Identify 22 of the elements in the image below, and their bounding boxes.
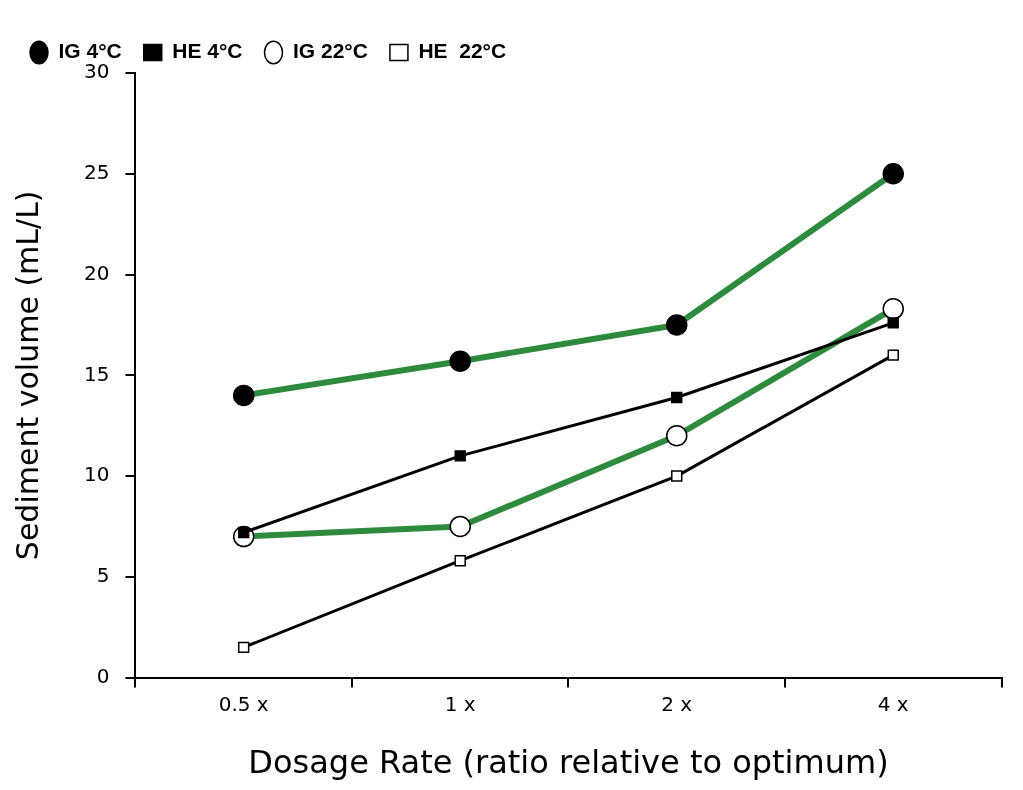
point [671,470,683,482]
point [454,450,466,462]
legend-label: HE 22°C [418,39,507,63]
y-axis-title: Sediment volume (mL/L) [9,190,45,561]
y-tick-label: 10 [84,462,110,487]
y-tick-label: 5 [96,563,110,588]
point [238,641,250,654]
x-tick-label: 2 x [661,691,693,716]
x-tick-label: 4 x [877,691,909,716]
y-tick-label: 0 [96,663,110,688]
point [454,555,466,567]
x-tick-label: 1 x [444,691,476,716]
point [887,317,899,329]
y-tick-label: 15 [84,361,110,386]
x-tick-label: 0.5 x [218,691,269,716]
y-tick-label: 20 [84,260,110,285]
y-tick-label: 25 [84,159,110,184]
point [671,391,683,404]
legend-label: HE 4°C [172,39,243,63]
x-axis-title: Dosage Rate (ratio relative to optimum) [248,743,889,782]
point [887,349,899,361]
legend-label: IG 22°C [293,39,368,63]
